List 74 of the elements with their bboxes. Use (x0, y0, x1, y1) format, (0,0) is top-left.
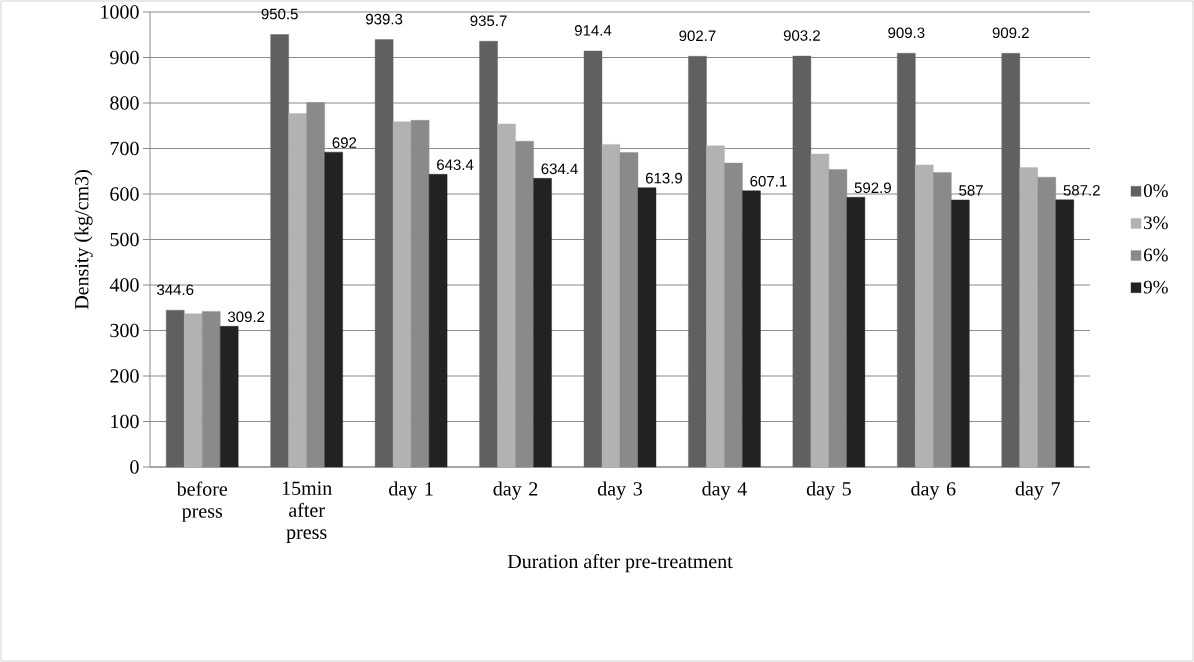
bar (583, 50, 603, 468)
data-label: 607.1 (750, 175, 787, 187)
bar (810, 153, 830, 468)
x-tick-label: day 7 (1015, 481, 1060, 500)
bar (1001, 53, 1020, 468)
y-tick-label: 800 (110, 96, 139, 110)
bar (706, 145, 725, 468)
x-tick-label: day 2 (493, 481, 538, 500)
data-label: 344.6 (157, 284, 194, 295)
bar (915, 164, 934, 468)
data-label: 309.2 (227, 311, 265, 323)
data-label: 692 (332, 137, 357, 148)
bar (619, 152, 639, 468)
legend-label: 3% (1144, 216, 1168, 230)
bar (601, 144, 621, 468)
data-label: 939.3 (366, 13, 403, 25)
bar (220, 326, 239, 468)
x-tick-label: before press (176, 481, 228, 522)
y-tick-label: 200 (110, 369, 139, 383)
bar (724, 162, 743, 468)
y-tick-label: 500 (110, 232, 139, 247)
bar (428, 174, 448, 468)
y-axis-title: Density (kg/cm3) (74, 170, 93, 310)
bar (497, 123, 516, 468)
data-label: 592.9 (854, 182, 891, 194)
x-tick-label: day 1 (389, 481, 433, 500)
bar (202, 311, 221, 468)
data-label: 613.9 (645, 172, 683, 184)
y-tick-label: 700 (110, 141, 139, 156)
y-tick-label: 100 (111, 414, 139, 429)
data-label: 902.7 (679, 30, 716, 42)
bar (688, 56, 707, 468)
data-label: 950.5 (261, 8, 298, 20)
y-tick-label: 0 (130, 460, 139, 474)
data-label: 643.4 (437, 159, 474, 171)
bar (792, 55, 812, 468)
x-tick-label: day 5 (806, 481, 851, 500)
data-label: 909.3 (888, 27, 925, 39)
bar (897, 53, 916, 468)
bar (742, 190, 761, 468)
x-axis-title: Duration after pre-treatment (507, 553, 733, 573)
bar (846, 197, 866, 468)
bar (270, 34, 289, 468)
bar (637, 187, 657, 468)
data-label: 587 (959, 185, 983, 196)
y-tick-label: 600 (110, 187, 139, 201)
legend-label: 9% (1143, 280, 1168, 294)
bar (166, 310, 185, 468)
bar (392, 121, 412, 468)
x-tick-label: 15min after press (282, 481, 332, 544)
bar (288, 113, 307, 468)
data-label: 634.4 (541, 163, 578, 175)
bar (374, 39, 394, 468)
y-tick-label: 900 (110, 50, 139, 65)
x-tick-label: day 3 (597, 481, 642, 500)
y-tick-label: 1000 (101, 5, 139, 19)
bar (184, 313, 203, 468)
bar (533, 178, 552, 468)
data-label: 587.2 (1063, 185, 1100, 196)
data-label: 909.2 (992, 27, 1029, 39)
data-label: 914.4 (574, 25, 612, 36)
data-label: 903.2 (783, 30, 820, 41)
x-tick-label: day 6 (911, 481, 956, 500)
data-label: 935.7 (470, 15, 507, 27)
bar (1055, 199, 1074, 468)
legend-label: 0% (1143, 184, 1168, 198)
y-tick-label: 300 (110, 323, 139, 338)
x-tick-label: day 4 (702, 481, 747, 500)
bar (324, 151, 343, 468)
bar (1019, 167, 1038, 468)
y-tick-label: 400 (109, 278, 139, 292)
bar (951, 199, 970, 468)
bar (479, 41, 498, 468)
legend-label: 6% (1144, 248, 1168, 262)
